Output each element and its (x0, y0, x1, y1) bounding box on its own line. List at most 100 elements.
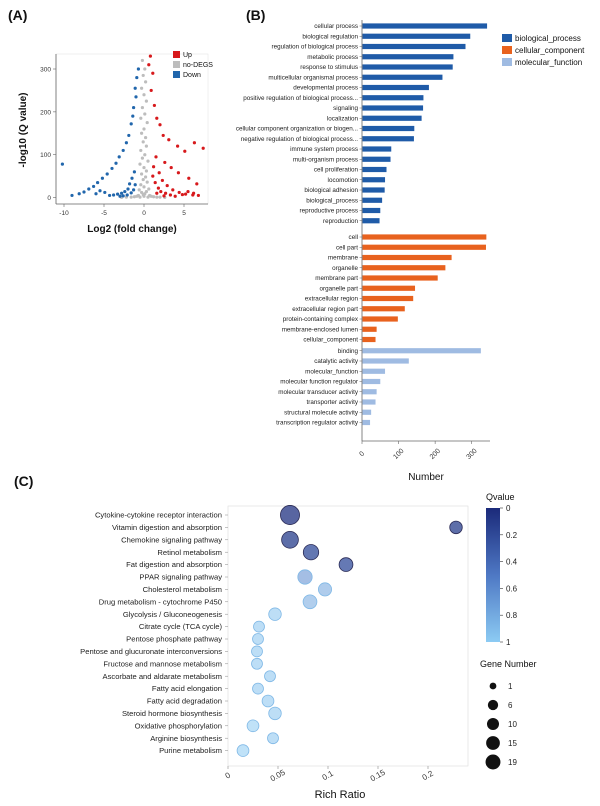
go-bar (362, 378, 381, 385)
kegg-x-tick-label: 0.2 (421, 769, 436, 783)
size-legend-label: 6 (508, 701, 513, 710)
kegg-bubble (252, 633, 264, 645)
go-category-label: regulation of biological process (272, 44, 358, 51)
go-bar (362, 285, 416, 291)
legend-label-nodeg: no-DEGS (183, 62, 213, 69)
kegg-pathway-label: Glycolysis / Gluconeogenesis (123, 610, 222, 619)
go-bar (362, 399, 376, 405)
volcano-point-down (82, 190, 86, 194)
volcano-point-no-degs (142, 93, 146, 97)
volcano-point-up (192, 141, 196, 145)
volcano-point-up (169, 165, 173, 170)
go-bar (362, 306, 405, 312)
kegg-x-tick-label: 0.05 (269, 768, 287, 784)
go-category-label: membrane part (315, 275, 358, 282)
kegg-pathway-label: Steroid hormone biosynthesis (122, 709, 222, 718)
go-bar (362, 115, 422, 121)
size-legend-title: Gene Number (480, 659, 537, 669)
kegg-bubble (253, 620, 265, 633)
kegg-pathway-label: Pentose and glucuronate interconversions (80, 647, 222, 656)
go-bar (362, 54, 454, 60)
volcano-point-up (176, 144, 180, 148)
volcano-point-down (134, 95, 138, 99)
volcano-point-up (165, 183, 169, 188)
legend-label-bp: biological_process (515, 34, 581, 43)
volcano-y-tick-label: 300 (40, 67, 51, 74)
go-bar (362, 265, 446, 271)
volcano-point-no-degs (158, 195, 162, 199)
go-bar (362, 146, 392, 152)
go-category-label: developmental process (293, 85, 358, 92)
volcano-point-down (98, 189, 102, 193)
kegg-pathway-label: Pentose phosphate pathway (126, 635, 222, 644)
kegg-pathway-label: Cholesterol metabolism (143, 585, 222, 594)
volcano-point-up (171, 188, 175, 192)
go-category-label: organelle (332, 265, 358, 272)
volcano-point-down (127, 133, 131, 138)
go-category-label: signaling (333, 105, 358, 112)
volcano-point-up (155, 116, 159, 120)
go-bar (362, 336, 376, 343)
volcano-point-down (128, 182, 132, 186)
volcano-ylabel: -log10 (Q value) (18, 92, 29, 167)
volcano-point-down (132, 105, 136, 110)
volcano-point-no-degs (144, 99, 148, 103)
volcano-point-no-degs (132, 195, 136, 199)
volcano-points (60, 54, 205, 199)
go-category-label: binding (338, 348, 359, 355)
go-category-label: locomotion (328, 177, 359, 184)
go-category-label: reproduction (323, 218, 359, 225)
volcano-point-down (120, 191, 124, 195)
go-bars: cellular process biological regulation reg… (236, 23, 488, 427)
volcano-point-up (157, 171, 161, 175)
colorbar-tick-label: 0.4 (506, 558, 518, 567)
volcano-point-up (192, 191, 196, 195)
volcano-point-no-degs (147, 187, 151, 191)
volcano-point-up (152, 103, 156, 108)
colorbar (486, 508, 500, 642)
volcano-y-tick-label: 200 (40, 109, 51, 116)
kegg-bubble (267, 732, 279, 745)
volcano-point-no-degs (142, 185, 146, 189)
volcano-point-down (136, 67, 140, 71)
kegg-bubble (449, 520, 463, 535)
kegg-bubble (251, 657, 263, 670)
go-bar (362, 23, 488, 29)
go-category-label: response to stimulus (300, 64, 358, 71)
volcano-point-no-degs (140, 105, 144, 110)
volcano-point-up (180, 192, 184, 197)
go-category-label: extracellular region part (292, 306, 358, 313)
volcano-point-up (158, 123, 162, 127)
volcano-x-tick-label: -10 (59, 210, 69, 217)
volcano-point-no-degs (140, 131, 144, 135)
size-legend-dot (486, 736, 500, 750)
go-category-label: transporter activity (307, 399, 359, 406)
volcano-x-tick-label: 5 (182, 210, 186, 217)
volcano-point-up (149, 88, 153, 93)
go-bar (362, 409, 372, 415)
volcano-point-no-degs (143, 153, 147, 157)
volcano-point-up (187, 176, 191, 180)
volcano-point-down (133, 86, 137, 90)
volcano-point-down (96, 180, 100, 185)
kegg-pathway-label: PPAR signaling pathway (139, 573, 222, 582)
colorbar-tick-label: 0.2 (506, 531, 518, 540)
kegg-pathway-label: Fat digestion and absorption (126, 560, 222, 569)
kegg-bubble (318, 582, 332, 597)
kegg-bubble (261, 694, 275, 708)
kegg-bubble (246, 719, 260, 733)
volcano-point-down (132, 188, 136, 192)
kegg-pathway-label: Drug metabolism - cytochrome P450 (99, 597, 222, 606)
go-bar (362, 177, 386, 183)
volcano-point-no-degs (144, 144, 148, 148)
go-category-label: structural molecule activity (284, 409, 359, 416)
volcano-y-tick-label: 100 (40, 152, 51, 159)
go-category-label: multi-organism process (293, 156, 358, 163)
volcano-point-no-degs (142, 165, 146, 170)
colorbar-ticks: 0 0.2 0.4 0.6 0.8 1 (500, 504, 518, 647)
volcano-point-no-degs (144, 169, 148, 173)
legend-label-mf: molecular_function (515, 58, 582, 67)
volcano-point-down (108, 193, 112, 198)
volcano-point-up (151, 174, 155, 178)
kegg-bubble (338, 557, 354, 572)
